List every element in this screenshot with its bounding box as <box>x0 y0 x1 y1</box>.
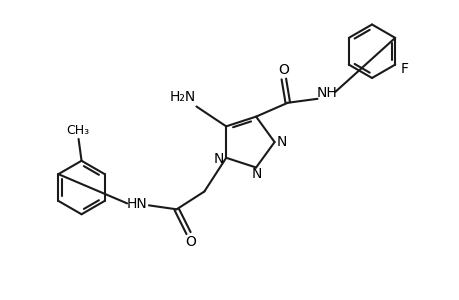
Text: CH₃: CH₃ <box>66 124 89 136</box>
Text: H₂N: H₂N <box>169 90 195 104</box>
Text: O: O <box>278 63 289 77</box>
Text: N: N <box>252 167 262 182</box>
Text: N: N <box>276 135 286 149</box>
Text: O: O <box>185 235 196 249</box>
Text: HN: HN <box>126 197 147 212</box>
Text: N: N <box>213 152 224 166</box>
Text: NH: NH <box>316 86 337 100</box>
Text: F: F <box>400 61 408 76</box>
